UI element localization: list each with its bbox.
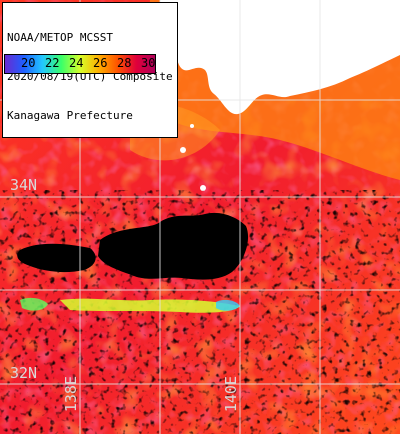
scale-tick: 22	[45, 56, 60, 70]
scale-tick: 26	[93, 56, 108, 70]
island	[190, 124, 194, 128]
cool-water-patch	[20, 297, 48, 311]
island	[200, 185, 206, 191]
longitude-label-138e: 138E	[62, 376, 80, 413]
title-line-1: NOAA/METOP MCSST	[7, 31, 113, 44]
scale-tick: 28	[117, 56, 132, 70]
longitude-label-140e: 140E	[222, 376, 240, 413]
boso-peninsula	[210, 36, 246, 60]
temperature-scale-bar	[5, 55, 155, 73]
scale-tick: 20	[21, 56, 36, 70]
cool-water-patch	[216, 299, 240, 311]
title-line-3: Kanagawa Prefecture	[7, 109, 133, 122]
scale-tick: 30	[141, 56, 156, 70]
latitude-label-32n: 32N	[10, 364, 38, 382]
scale-tick: 24	[69, 56, 84, 70]
island	[180, 147, 186, 153]
temperature-scale: 20 22 24 26 28 30	[4, 54, 156, 74]
latitude-label-34n: 34N	[10, 176, 38, 194]
cool-water-band	[60, 298, 240, 313]
honshu-land	[160, 0, 400, 115]
